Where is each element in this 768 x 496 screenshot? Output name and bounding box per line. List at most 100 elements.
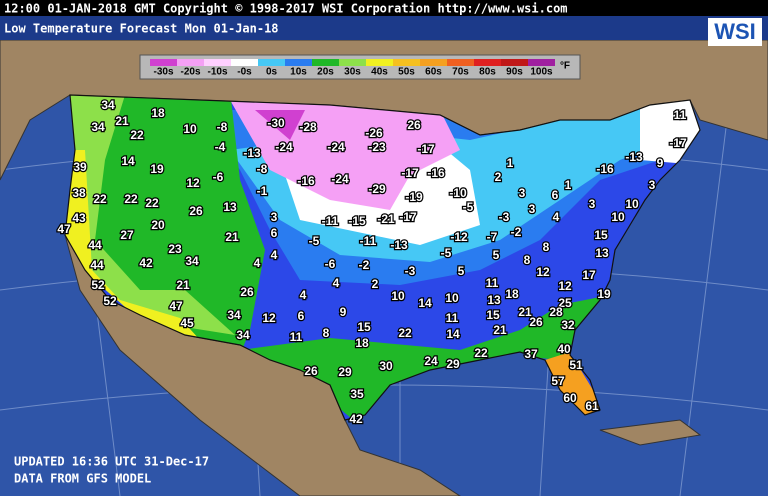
temperature-label: 10 [445,291,459,305]
temperature-label: 1 [565,178,572,192]
temperature-label: -17 [669,136,687,150]
legend-label: 90s [506,67,523,78]
temperature-label: 29 [338,365,352,379]
temperature-label: 11 [674,108,687,122]
temperature-label: 25 [558,296,572,310]
temperature-label: 30 [379,359,393,373]
legend-label: 10s [290,67,307,78]
temperature-label: -15 [348,214,366,228]
temperature-label: -5 [309,234,320,248]
temperature-label: 21 [176,278,190,292]
logo-box [708,18,762,46]
temperature-label: 15 [594,228,608,242]
temperature-label: 5 [458,264,465,278]
temperature-label: 57 [551,374,565,388]
temperature-label: 14 [446,327,460,341]
temperature-label: -10 [449,186,467,200]
temperature-label: 2 [372,277,379,291]
temperature-label: 4 [254,256,261,270]
temperature-label: 12 [558,279,572,293]
legend-swatch [420,59,447,66]
temperature-label: 61 [585,399,599,413]
legend-swatch [528,59,555,66]
legend: -30s -20s -10s -0s 0s 10s 20s 30s 40s 50s 60s 70s 80… [139,54,581,80]
temperature-label: 24 [424,354,438,368]
temperature-label: 44 [90,258,104,272]
temperature-label: 4 [271,248,278,262]
temperature-label: -2 [511,225,522,239]
temperature-label: 8 [524,253,531,267]
temperature-label: 6 [552,188,559,202]
temperature-label: -16 [427,166,445,180]
legend-label: 0s [266,67,278,78]
temperature-label: 45 [180,316,194,330]
legend-swatch [447,59,474,66]
temperature-label: 26 [304,364,318,378]
temperature-label: -1 [257,184,268,198]
temperature-label: -3 [499,210,510,224]
legend-unit: °F [560,61,570,72]
temperature-label: 6 [298,309,305,323]
temperature-label: 12 [186,176,200,190]
temperature-label: 22 [145,196,159,210]
temperature-label: 42 [139,256,153,270]
temperature-label: 26 [407,118,421,132]
temperature-label: -16 [596,162,614,176]
temperature-label: 22 [124,192,138,206]
temperature-label: 4 [553,210,560,224]
temperature-label: -13 [243,146,261,160]
legend-label: 100s [530,67,553,78]
temperature-label: 12 [536,265,550,279]
temperature-label: 52 [103,294,117,308]
temperature-label: 10 [183,122,197,136]
temperature-label: 3 [271,210,278,224]
temperature-label: 20 [151,218,165,232]
legend-label: -30s [153,67,173,78]
temperature-label: -29 [368,182,386,196]
temperature-label: 34 [91,120,105,134]
title: Low Temperature Forecast Mon 01-Jan-18 [4,22,279,36]
temperature-label: -30 [267,116,285,130]
temperature-label: 38 [72,186,86,200]
temperature-label: 14 [418,296,432,310]
temperature-label: 35 [350,387,364,401]
temperature-label: -17 [399,210,417,224]
legend-swatch [393,59,420,66]
temperature-label: 18 [505,287,519,301]
temperature-label: 6 [271,226,278,240]
logo: WSI [714,19,756,44]
temperature-label: 10 [611,210,625,224]
legend-label: 40s [371,67,388,78]
temperature-label: 14 [121,154,135,168]
temperature-label: 4 [333,276,340,290]
temperature-label: -8 [257,162,268,176]
temperature-label: -7 [487,230,498,244]
temperature-label: 17 [582,268,596,282]
legend-swatch [474,59,501,66]
legend-swatch [501,59,528,66]
temperature-label: -17 [417,142,435,156]
legend-swatch [231,59,258,66]
header-bar [0,0,768,16]
legend-label: -0s [237,67,252,78]
temperature-label: 60 [563,391,577,405]
temperature-label: 22 [130,128,144,142]
temperature-label: -16 [297,174,315,188]
temperature-label: 51 [569,358,583,372]
legend-swatch [285,59,312,66]
temperature-label: -24 [331,172,349,186]
temperature-label: -5 [441,246,452,260]
temperature-label: 11 [290,330,303,344]
source: DATA FROM GFS MODEL [14,472,151,486]
legend-label: -10s [207,67,227,78]
temperature-label: 21 [225,230,239,244]
temperature-label: 9 [340,305,347,319]
temperature-label: 4 [300,288,307,302]
temperature-label: 8 [543,240,550,254]
temperature-label: -24 [327,140,345,154]
temperature-label: 32 [561,318,575,332]
updated: UPDATED 16:36 UTC 31-Dec-17 [14,455,209,469]
legend-label: 60s [425,67,442,78]
